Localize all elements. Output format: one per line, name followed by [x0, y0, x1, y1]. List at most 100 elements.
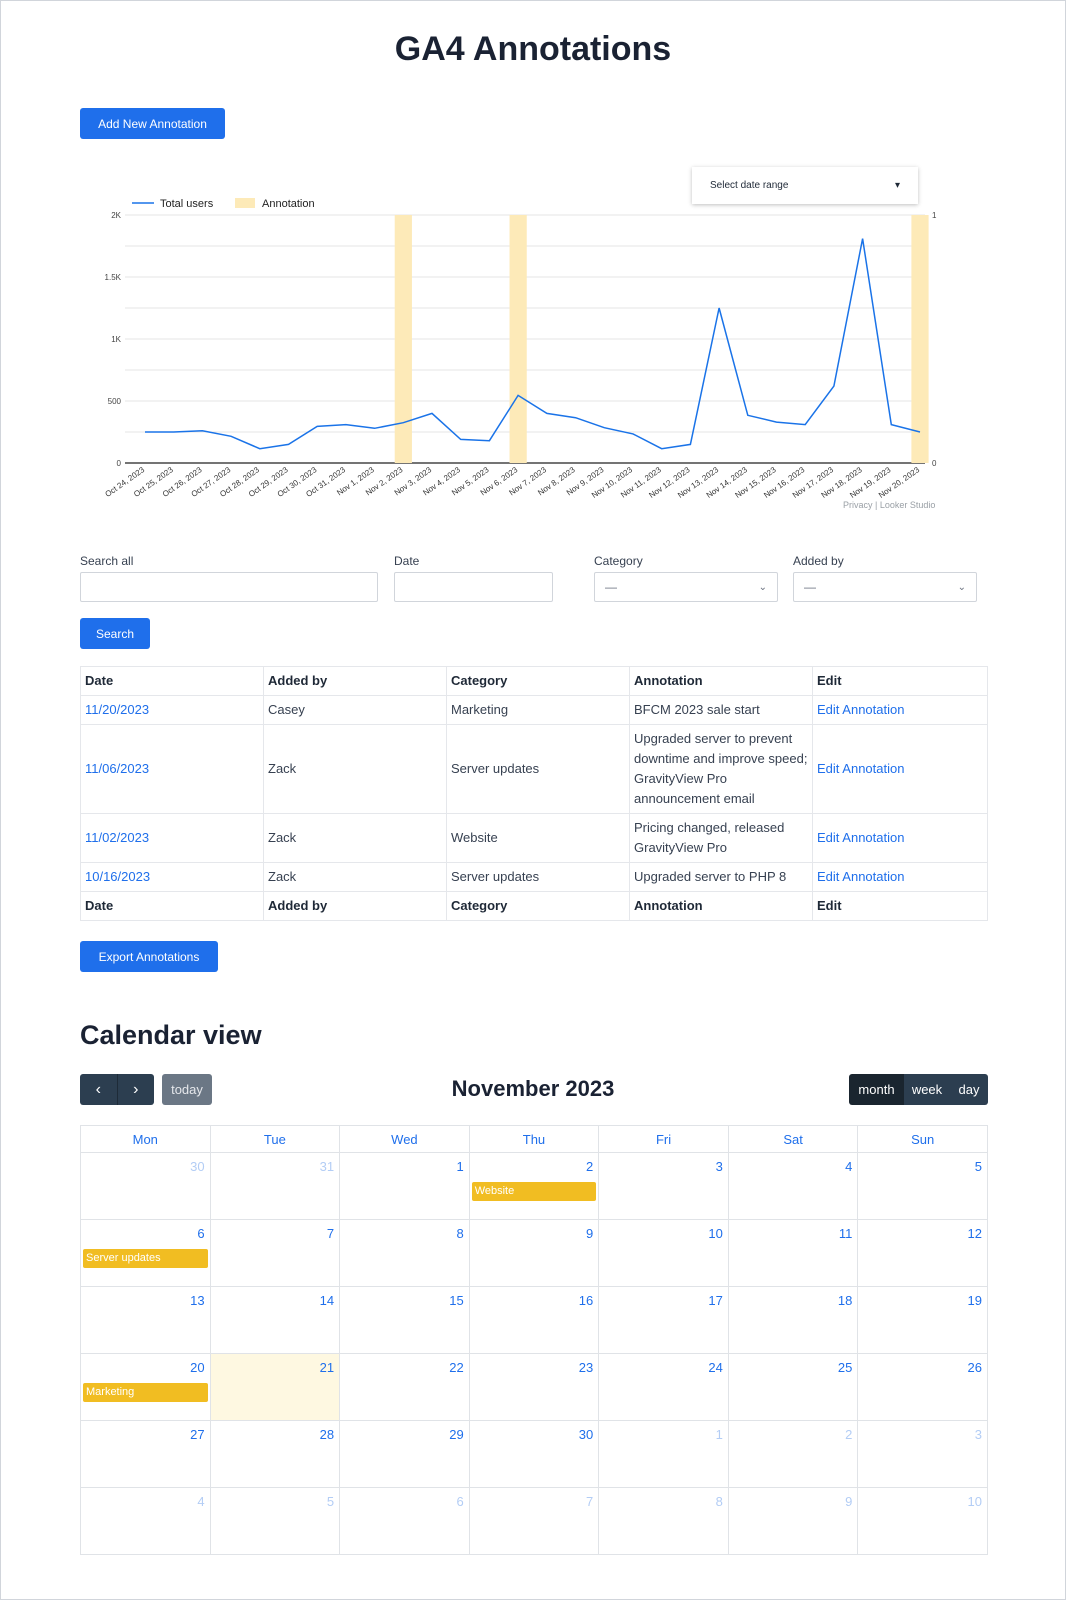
- calendar-day-cell[interactable]: 11: [727, 1219, 859, 1287]
- edit-annotation-link[interactable]: Edit Annotation: [817, 830, 905, 845]
- add-annotation-button[interactable]: Add New Annotation: [80, 108, 225, 139]
- day-number-link[interactable]: 20: [190, 1360, 205, 1375]
- day-number-link[interactable]: 10: [967, 1494, 982, 1509]
- day-number-link[interactable]: 1: [715, 1427, 723, 1442]
- day-number-link[interactable]: 15: [449, 1293, 464, 1308]
- calendar-day-cell[interactable]: 9: [727, 1487, 859, 1555]
- day-number-link[interactable]: 7: [326, 1226, 335, 1241]
- day-number-link[interactable]: 16: [578, 1293, 594, 1308]
- calendar-day-cell[interactable]: 8: [598, 1487, 729, 1555]
- calendar-day-cell[interactable]: 24: [598, 1353, 729, 1421]
- day-number-link[interactable]: 8: [715, 1494, 723, 1509]
- calendar-day-cell[interactable]: 1: [339, 1152, 470, 1220]
- today-button[interactable]: today: [162, 1074, 212, 1105]
- calendar-day-cell[interactable]: 14: [209, 1286, 341, 1354]
- calendar-day-cell[interactable]: 7: [468, 1487, 600, 1555]
- calendar-day-cell[interactable]: 8: [339, 1219, 470, 1287]
- calendar-day-cell[interactable]: 4: [727, 1152, 859, 1220]
- calendar-day-cell[interactable]: 6: [339, 1487, 470, 1555]
- day-number-link[interactable]: 5: [326, 1494, 335, 1509]
- calendar-day-cell[interactable]: 20 Marketing: [80, 1353, 211, 1421]
- date-link[interactable]: 11/02/2023: [85, 830, 150, 845]
- day-number-link[interactable]: 22: [449, 1360, 464, 1375]
- chevron-left-icon[interactable]: ‹: [80, 1074, 118, 1105]
- day-number-link[interactable]: 30: [578, 1427, 594, 1442]
- date-filter-input[interactable]: [394, 572, 553, 602]
- day-number-link[interactable]: 31: [319, 1159, 335, 1174]
- day-number-link[interactable]: 14: [319, 1293, 335, 1308]
- calendar-day-cell[interactable]: 22: [339, 1353, 470, 1421]
- view-day-button[interactable]: day: [950, 1074, 988, 1105]
- day-number-link[interactable]: 8: [456, 1226, 464, 1241]
- day-number-link[interactable]: 27: [190, 1427, 205, 1442]
- view-week-button[interactable]: week: [904, 1074, 950, 1105]
- header-added-by[interactable]: Added by: [263, 666, 447, 696]
- calendar-day-cell[interactable]: 31: [209, 1152, 341, 1220]
- day-number-link[interactable]: 2: [845, 1427, 853, 1442]
- calendar-day-cell[interactable]: 17: [598, 1286, 729, 1354]
- day-number-link[interactable]: 24: [708, 1360, 723, 1375]
- category-filter-select[interactable]: — ⌄: [594, 572, 778, 602]
- calendar-day-cell[interactable]: 19: [857, 1286, 988, 1354]
- day-number-link[interactable]: 9: [845, 1494, 853, 1509]
- day-number-link[interactable]: 6: [197, 1226, 205, 1241]
- calendar-day-cell[interactable]: 2 Website: [468, 1152, 600, 1220]
- edit-annotation-link[interactable]: Edit Annotation: [817, 761, 905, 776]
- calendar-day-cell[interactable]: 21: [209, 1353, 341, 1421]
- calendar-day-cell[interactable]: 1: [598, 1420, 729, 1488]
- day-number-link[interactable]: 23: [578, 1360, 594, 1375]
- day-number-link[interactable]: 6: [456, 1494, 464, 1509]
- day-number-link[interactable]: 4: [197, 1494, 205, 1509]
- day-number-link[interactable]: 10: [708, 1226, 723, 1241]
- calendar-day-cell[interactable]: 27: [80, 1420, 211, 1488]
- calendar-day-cell[interactable]: 15: [339, 1286, 470, 1354]
- day-number-link[interactable]: 19: [967, 1293, 982, 1308]
- calendar-day-cell[interactable]: 3: [857, 1420, 988, 1488]
- day-number-link[interactable]: 2: [586, 1159, 594, 1174]
- calendar-day-cell[interactable]: 28: [209, 1420, 341, 1488]
- day-number-link[interactable]: 5: [974, 1159, 982, 1174]
- legend-total-users[interactable]: Total users: [160, 198, 214, 210]
- day-number-link[interactable]: 1: [456, 1159, 464, 1174]
- date-link[interactable]: 11/20/2023: [85, 702, 150, 717]
- day-number-link[interactable]: 18: [837, 1293, 853, 1308]
- calendar-day-cell[interactable]: 4: [80, 1487, 211, 1555]
- annotation-band[interactable]: [509, 215, 527, 463]
- added-by-filter-select[interactable]: — ⌄: [793, 572, 977, 602]
- calendar-event[interactable]: Server updates: [83, 1249, 208, 1268]
- annotation-band[interactable]: [394, 215, 412, 463]
- calendar-day-cell[interactable]: 7: [209, 1219, 341, 1287]
- annotation-band[interactable]: [911, 215, 929, 463]
- chevron-right-icon[interactable]: ›: [133, 1080, 139, 1098]
- export-annotations-button[interactable]: Export Annotations: [80, 941, 218, 972]
- calendar-event[interactable]: Marketing: [83, 1383, 208, 1402]
- calendar-day-cell[interactable]: 9: [468, 1219, 600, 1287]
- day-number-link[interactable]: 9: [586, 1226, 594, 1241]
- view-month-button[interactable]: month: [849, 1074, 904, 1105]
- date-link[interactable]: 10/16/2023: [85, 869, 151, 884]
- calendar-day-cell[interactable]: 3: [598, 1152, 729, 1220]
- calendar-day-cell[interactable]: 29: [339, 1420, 470, 1488]
- day-number-link[interactable]: 11: [838, 1226, 853, 1241]
- date-range-select[interactable]: Select date range ▾: [692, 167, 918, 204]
- calendar-day-cell[interactable]: 30: [80, 1152, 211, 1220]
- day-number-link[interactable]: 21: [319, 1360, 335, 1375]
- day-number-link[interactable]: 13: [190, 1293, 205, 1308]
- date-link[interactable]: 11/06/2023: [85, 761, 150, 776]
- calendar-day-cell[interactable]: 2: [727, 1420, 859, 1488]
- calendar-day-cell[interactable]: 12: [857, 1219, 988, 1287]
- calendar-day-cell[interactable]: 13: [80, 1286, 211, 1354]
- calendar-day-cell[interactable]: 10: [598, 1219, 729, 1287]
- header-date[interactable]: Date: [80, 666, 264, 696]
- header-annotation[interactable]: Annotation: [629, 666, 813, 696]
- day-number-link[interactable]: 4: [845, 1159, 853, 1174]
- search-all-input[interactable]: [80, 572, 378, 602]
- day-number-link[interactable]: 25: [837, 1360, 853, 1375]
- day-number-link[interactable]: 30: [190, 1159, 205, 1174]
- calendar-day-cell[interactable]: 5: [857, 1152, 988, 1220]
- calendar-day-cell[interactable]: 18: [727, 1286, 859, 1354]
- day-number-link[interactable]: 17: [708, 1293, 723, 1308]
- day-number-link[interactable]: 29: [449, 1427, 464, 1442]
- day-number-link[interactable]: 28: [319, 1427, 335, 1442]
- calendar-day-cell[interactable]: 10: [857, 1487, 988, 1555]
